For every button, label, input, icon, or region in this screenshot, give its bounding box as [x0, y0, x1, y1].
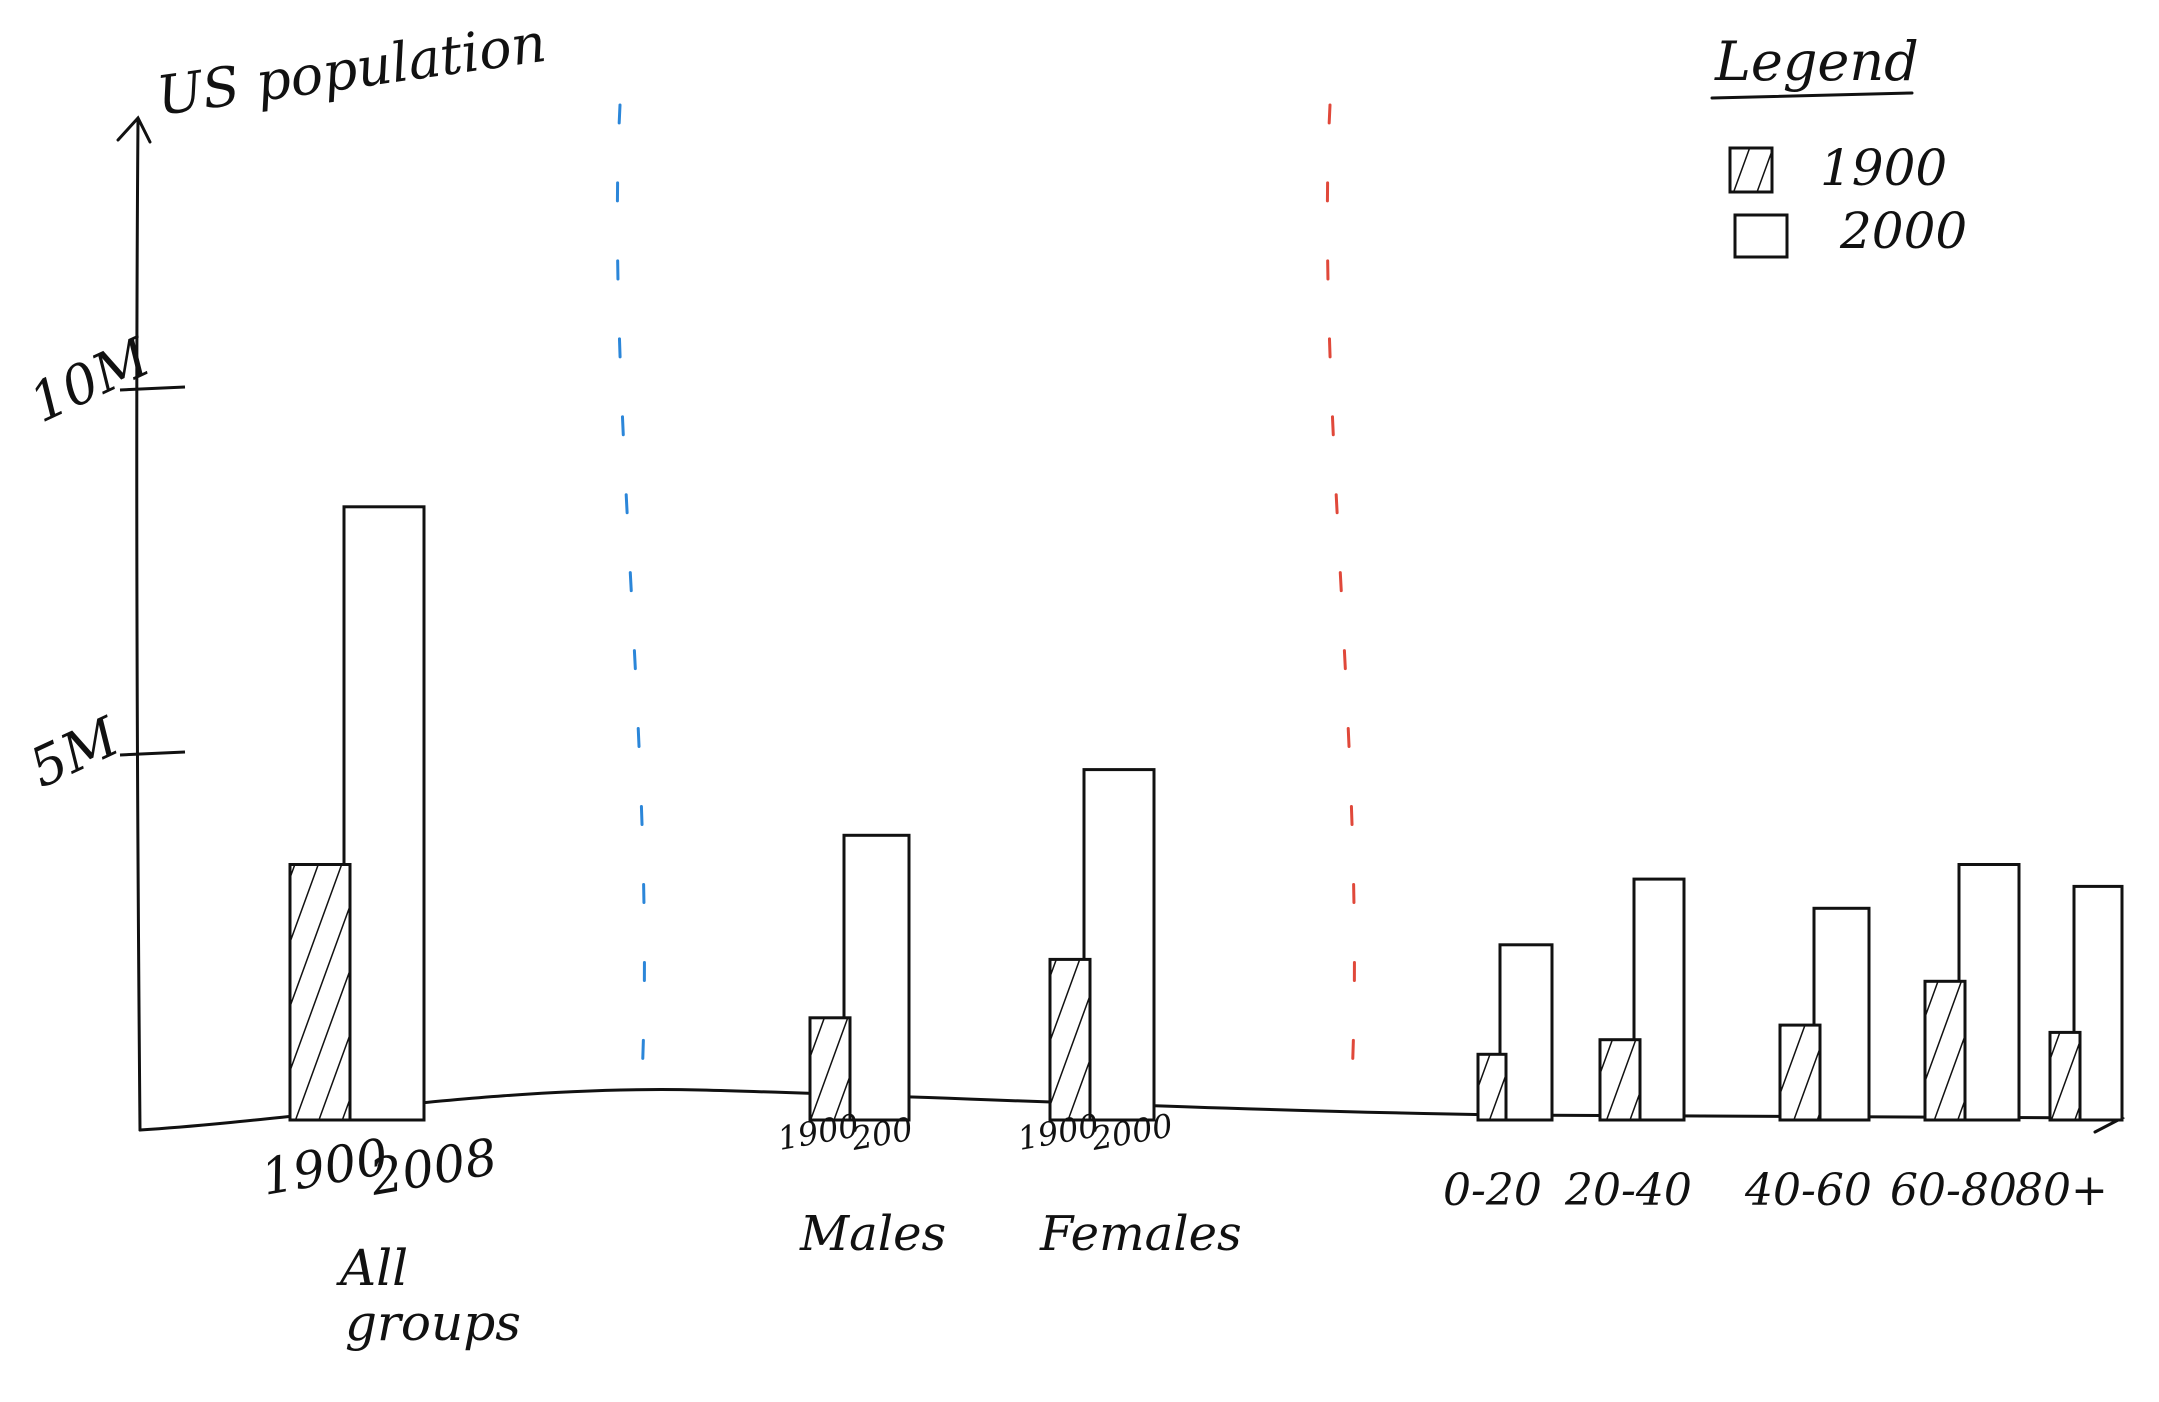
category-label-females: Females [1039, 1206, 1242, 1262]
bar-2000-g2-c1 [1632, 877, 1686, 1122]
bar-1900-g1-c0 [808, 1016, 852, 1122]
bar-2000-g2-c2 [1812, 906, 1871, 1122]
legend-label-1900: 1900 [1820, 139, 1947, 197]
year-tick-label: 1900 [775, 1106, 862, 1158]
bar-2000-g1-c1 [1082, 768, 1156, 1122]
category-label-40-60: 40-60 [1744, 1165, 1872, 1216]
bar-1900-g2-c3 [1923, 979, 1967, 1122]
bar-1900-g0-c0 [288, 863, 352, 1122]
bar-1900-g2-c0 [1476, 1052, 1508, 1122]
legend-swatch-1900 [1728, 146, 1774, 194]
category-label-males: Males [799, 1206, 946, 1262]
y-axis-arrow [116, 115, 152, 144]
legend-title-underline [1710, 91, 1914, 100]
y-ticks: 5M 10M [20, 325, 186, 800]
y-axis-label: US population [153, 11, 550, 128]
bar-2000-g2-c0 [1498, 943, 1554, 1122]
legend: Legend 1900 2000 [1710, 30, 1967, 260]
category-label-20-40: 20-40 [1564, 1165, 1692, 1216]
divider-1 [1325, 103, 1356, 1117]
category-label-80-: 80+ [2015, 1165, 2108, 1216]
divider-0 [615, 103, 646, 1117]
legend-label-2000: 2000 [1839, 202, 1967, 260]
bar-2000-g2-c3 [1957, 863, 2021, 1122]
bar-1900-g2-c2 [1778, 1023, 1822, 1122]
y-axis [135, 118, 142, 1132]
legend-title: Legend [1714, 30, 1919, 93]
y-tick-label-0: 5M [20, 704, 129, 800]
bar-1900-g1-c1 [1048, 957, 1092, 1122]
bar-1900-g2-c1 [1598, 1038, 1642, 1122]
y-tick-0 [119, 750, 186, 757]
bar-2000-g1-c0 [842, 833, 911, 1122]
group-dividers [615, 103, 1356, 1117]
year-tick-label: 1900 [1015, 1106, 1102, 1158]
category-label-60-80: 60-80 [1890, 1165, 2017, 1216]
year-tick-label: 2008 [365, 1128, 501, 1207]
y-tick-1 [119, 385, 186, 392]
group-label: All groups [336, 1239, 521, 1352]
bar-2000-g2-c4 [2072, 884, 2124, 1122]
bar-1900-g2-c4 [2048, 1030, 2082, 1122]
bars [288, 505, 2124, 1122]
bar-2000-g0-c0 [342, 505, 426, 1122]
y-tick-label-1: 10M [20, 325, 161, 435]
legend-swatch-2000 [1733, 213, 1789, 259]
category-label-0-20: 0-20 [1443, 1165, 1542, 1216]
